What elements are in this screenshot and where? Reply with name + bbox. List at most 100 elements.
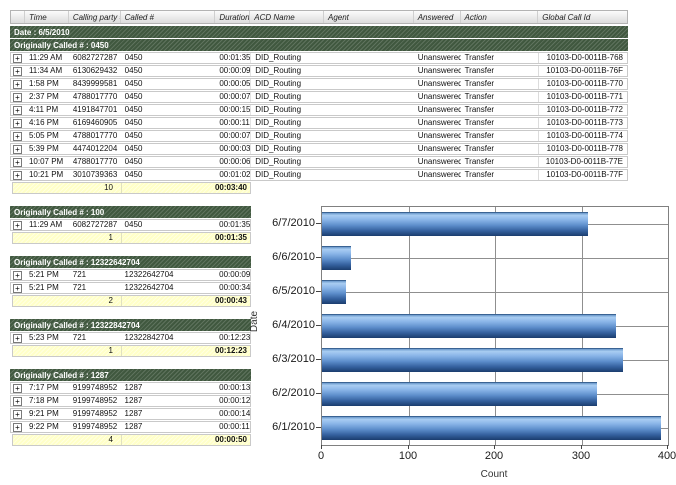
call-row[interactable]: +9:21 PM 9199748952 1287 00:00:14 <box>10 408 251 420</box>
call-row[interactable]: +11:34 AM 6130629432 0450 00:00:09 DID_Routi… <box>10 65 628 77</box>
cell-dur: 00:00:05 <box>219 79 251 88</box>
cell-ans: Unanswered <box>417 118 461 127</box>
expand-row-button[interactable]: + <box>13 422 22 432</box>
call-row[interactable]: +1:58 PM 8439999581 0450 00:00:05 DID_Routin… <box>10 78 628 90</box>
column-header-gcid[interactable]: Global Call Id <box>542 13 591 22</box>
cell-gcid: 10103-D0-0011B-772 <box>538 105 627 115</box>
cell-time: 5:21 PM <box>28 270 59 279</box>
expand-row-button[interactable]: + <box>13 66 22 76</box>
expand-row-button[interactable]: + <box>13 383 22 393</box>
cell-gcid: 10103-D0-0011B-773 <box>538 118 627 128</box>
expand-row-button[interactable]: + <box>13 409 22 419</box>
call-row[interactable]: +4:16 PM 6169460905 0450 00:00:11 DID_Routin… <box>10 117 628 129</box>
cell-calling: 6082727287 <box>72 53 118 62</box>
cell-called: 0450 <box>124 144 143 153</box>
originally-called-group-band: Originally Called # : 0450 <box>10 39 628 51</box>
cell-calling: 6169460905 <box>72 118 118 127</box>
chart-bar <box>322 382 598 406</box>
cell-time: 11:29 AM <box>28 53 63 62</box>
column-header-time[interactable]: Time <box>25 11 69 23</box>
cell-ans: Unanswered <box>417 170 461 179</box>
cell-act: Transfer <box>464 105 495 114</box>
cell-ans: Unanswered <box>417 105 461 114</box>
call-row[interactable]: +5:05 PM 4788017770 0450 00:00:07 DID_Routin… <box>10 130 628 142</box>
y-tick-label: 6/4/2010 <box>272 319 315 331</box>
cell-gcid: 10103-D0-0011B-768 <box>538 53 627 63</box>
cell-agent <box>324 105 414 115</box>
x-tick-label: 0 <box>317 450 325 462</box>
call-row[interactable]: +2:37 PM 4788017770 0450 00:00:07 DID_Routin… <box>10 91 628 103</box>
expand-cell: + <box>11 270 25 280</box>
cell-act: Transfer <box>464 170 495 179</box>
cell-time: 5:39 PM <box>28 144 59 153</box>
cell-calling: 4788017770 <box>72 131 118 140</box>
expand-row-button[interactable]: + <box>13 53 22 63</box>
cell-acd: DID_Routing <box>250 144 324 154</box>
cell-time: 7:18 PM <box>28 396 59 405</box>
call-row[interactable]: +4:11 PM 4191847701 0450 00:00:15 DID_Routin… <box>10 104 628 116</box>
cell-act: Transfer <box>464 53 495 62</box>
expand-cell: + <box>11 79 25 89</box>
call-row[interactable]: +10:21 PM 3010739363 0450 00:01:02 DID_Routi… <box>10 169 628 181</box>
call-row[interactable]: +10:07 PM 4788017770 0450 00:00:06 DID_Routi… <box>10 156 628 168</box>
expand-row-button[interactable]: + <box>13 283 22 293</box>
column-header-agent[interactable]: Agent <box>324 11 414 23</box>
chart-bar <box>322 212 589 236</box>
expand-row-button[interactable]: + <box>13 270 22 280</box>
expand-row-button[interactable]: + <box>13 131 22 141</box>
call-groups: Originally Called # : 0450 +11:29 AM 60827… <box>10 39 628 446</box>
call-row[interactable]: +5:21 PM 721 12322642704 00:00:34 <box>10 282 251 294</box>
plot-area <box>321 206 669 446</box>
cell-called: 0450 <box>124 131 143 140</box>
x-tick-mark <box>321 445 322 449</box>
expand-row-button[interactable]: + <box>13 105 22 115</box>
column-header-called[interactable]: Called # <box>121 11 216 23</box>
x-tick-mark <box>494 445 495 449</box>
group-summary-row: 10 00:03:40 <box>12 182 251 194</box>
expand-row-button[interactable]: + <box>13 220 22 230</box>
cell-called: 0450 <box>124 170 143 179</box>
cell-dur: 00:01:02 <box>219 170 251 179</box>
column-header-calling[interactable]: Calling party # <box>69 11 121 23</box>
expand-cell: + <box>11 157 25 167</box>
expand-cell: + <box>11 53 25 63</box>
column-header-expand[interactable] <box>11 11 25 23</box>
column-header-act[interactable]: Action <box>461 11 539 23</box>
call-row[interactable]: +11:29 AM 6082727287 0450 00:01:35 <box>10 219 251 231</box>
column-header-ans[interactable]: Answered <box>414 11 461 23</box>
expand-row-button[interactable]: + <box>13 144 22 154</box>
x-tick-label: 300 <box>571 450 591 462</box>
y-tick-label: 6/1/2010 <box>272 421 315 433</box>
group-total-duration: 00:00:50 <box>121 435 250 445</box>
expand-cell: + <box>11 118 25 128</box>
call-row[interactable]: +7:17 PM 9199748952 1287 00:00:13 <box>10 382 251 394</box>
expand-row-button[interactable]: + <box>13 396 22 406</box>
gridline-horizontal <box>322 258 668 259</box>
call-row[interactable]: +11:29 AM 6082727287 0450 00:01:35 DID_Routi… <box>10 52 628 64</box>
cell-calling: 4191847701 <box>72 105 118 114</box>
y-tick-label: 6/2/2010 <box>272 387 315 399</box>
column-header-acd[interactable]: ACD Name <box>250 11 324 23</box>
cell-called: 12322842704 <box>124 333 174 342</box>
cell-calling: 9199748952 <box>72 383 118 392</box>
expand-row-button[interactable]: + <box>13 170 22 180</box>
call-row[interactable]: +5:39 PM 4474012204 0450 00:00:03 DID_Routin… <box>10 143 628 155</box>
call-row[interactable]: +5:21 PM 721 12322642704 00:00:09 <box>10 269 251 281</box>
expand-row-button[interactable]: + <box>13 79 22 89</box>
cell-gcid: 10103-D0-0011B-77F <box>538 170 627 180</box>
y-tick-mark <box>316 223 321 224</box>
expand-row-button[interactable]: + <box>13 118 22 128</box>
calls-per-date-bar-chart: Date Count 6/7/2010 6/6/2010 6/5/2010 6/4/2… <box>249 198 676 485</box>
expand-row-button[interactable]: + <box>13 157 22 167</box>
call-row[interactable]: +7:18 PM 9199748952 1287 00:00:12 <box>10 395 251 407</box>
column-header-dur[interactable]: Duration <box>215 11 251 23</box>
expand-row-button[interactable]: + <box>13 92 22 102</box>
expand-cell: + <box>11 170 25 180</box>
cell-acd: DID_Routing <box>250 66 324 76</box>
call-row[interactable]: +9:22 PM 9199748952 1287 00:00:11 <box>10 421 251 433</box>
cell-time: 4:16 PM <box>28 118 59 127</box>
y-tick-mark <box>316 325 321 326</box>
originally-called-group-band: Originally Called # : 12322842704 <box>10 319 251 331</box>
expand-row-button[interactable]: + <box>13 333 22 343</box>
call-row[interactable]: +5:23 PM 721 12322842704 00:12:23 <box>10 332 251 344</box>
